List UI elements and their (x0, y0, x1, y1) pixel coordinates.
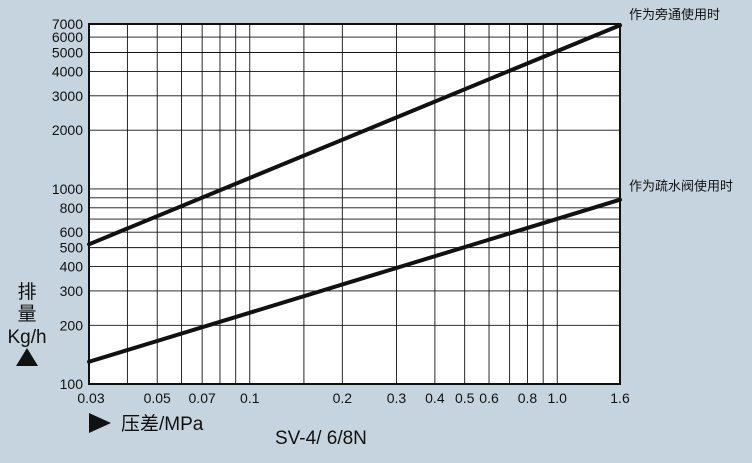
x-tick-label: 0.5 (455, 390, 475, 406)
y-tick-label: 5000 (52, 45, 83, 61)
x-tick-label: 0.2 (333, 390, 353, 406)
chart-caption: SV-4/ 6/8N (275, 428, 367, 449)
y-tick-label: 100 (60, 376, 84, 392)
x-tick-label: 0.1 (240, 390, 260, 406)
x-tick-label: 1.0 (548, 390, 568, 406)
y-axis-label-line-2: 量 (17, 304, 36, 325)
y-tick-label: 6000 (52, 29, 83, 45)
y-tick-label: 500 (60, 240, 84, 256)
series-line-2 (87, 197, 622, 364)
y-axis-arrow-icon (16, 348, 38, 366)
x-axis-arrow-icon (89, 413, 111, 433)
x-tick-label: 0.05 (144, 390, 171, 406)
x-tick-label: 0.6 (479, 390, 499, 406)
x-tick-label: 0.03 (77, 390, 104, 406)
y-tick-label: 400 (60, 259, 84, 275)
y-tick-label: 200 (60, 317, 84, 333)
y-tick-label: 3000 (52, 88, 83, 104)
y-tick-label: 800 (60, 200, 84, 216)
series-line-1 (87, 23, 622, 247)
x-tick-label: 0.07 (189, 390, 216, 406)
plot-frame (88, 23, 621, 385)
x-tick-label: 0.3 (387, 390, 407, 406)
plot-area (89, 24, 620, 384)
x-tick-labels: 0.03 0.05 0.07 0.1 0.2 0.3 0.4 0.5 0.6 0.8 1.0 1.6 (77, 390, 630, 406)
y-tick-label: 4000 (52, 63, 83, 79)
x-axis-label: 压差/MPa (121, 413, 204, 435)
y-tick-label: 2000 (52, 122, 83, 138)
x-tick-label: 1.6 (610, 390, 630, 406)
x-tick-label: 0.8 (518, 390, 538, 406)
grid (88, 23, 621, 385)
y-tick-label: 300 (60, 283, 84, 299)
y-tick-label: 7000 (52, 16, 83, 32)
x-tick-label: 0.4 (425, 390, 445, 406)
y-tick-label: 600 (60, 224, 84, 240)
y-tick-label: 1000 (52, 181, 83, 197)
series-label-1: 作为旁通使用时 (629, 7, 720, 22)
y-axis-label-line-3: Kg/h (7, 327, 46, 348)
y-axis-label-line-1: 排 (17, 281, 36, 303)
series-label-2: 作为疏水阀使用时 (629, 179, 733, 194)
